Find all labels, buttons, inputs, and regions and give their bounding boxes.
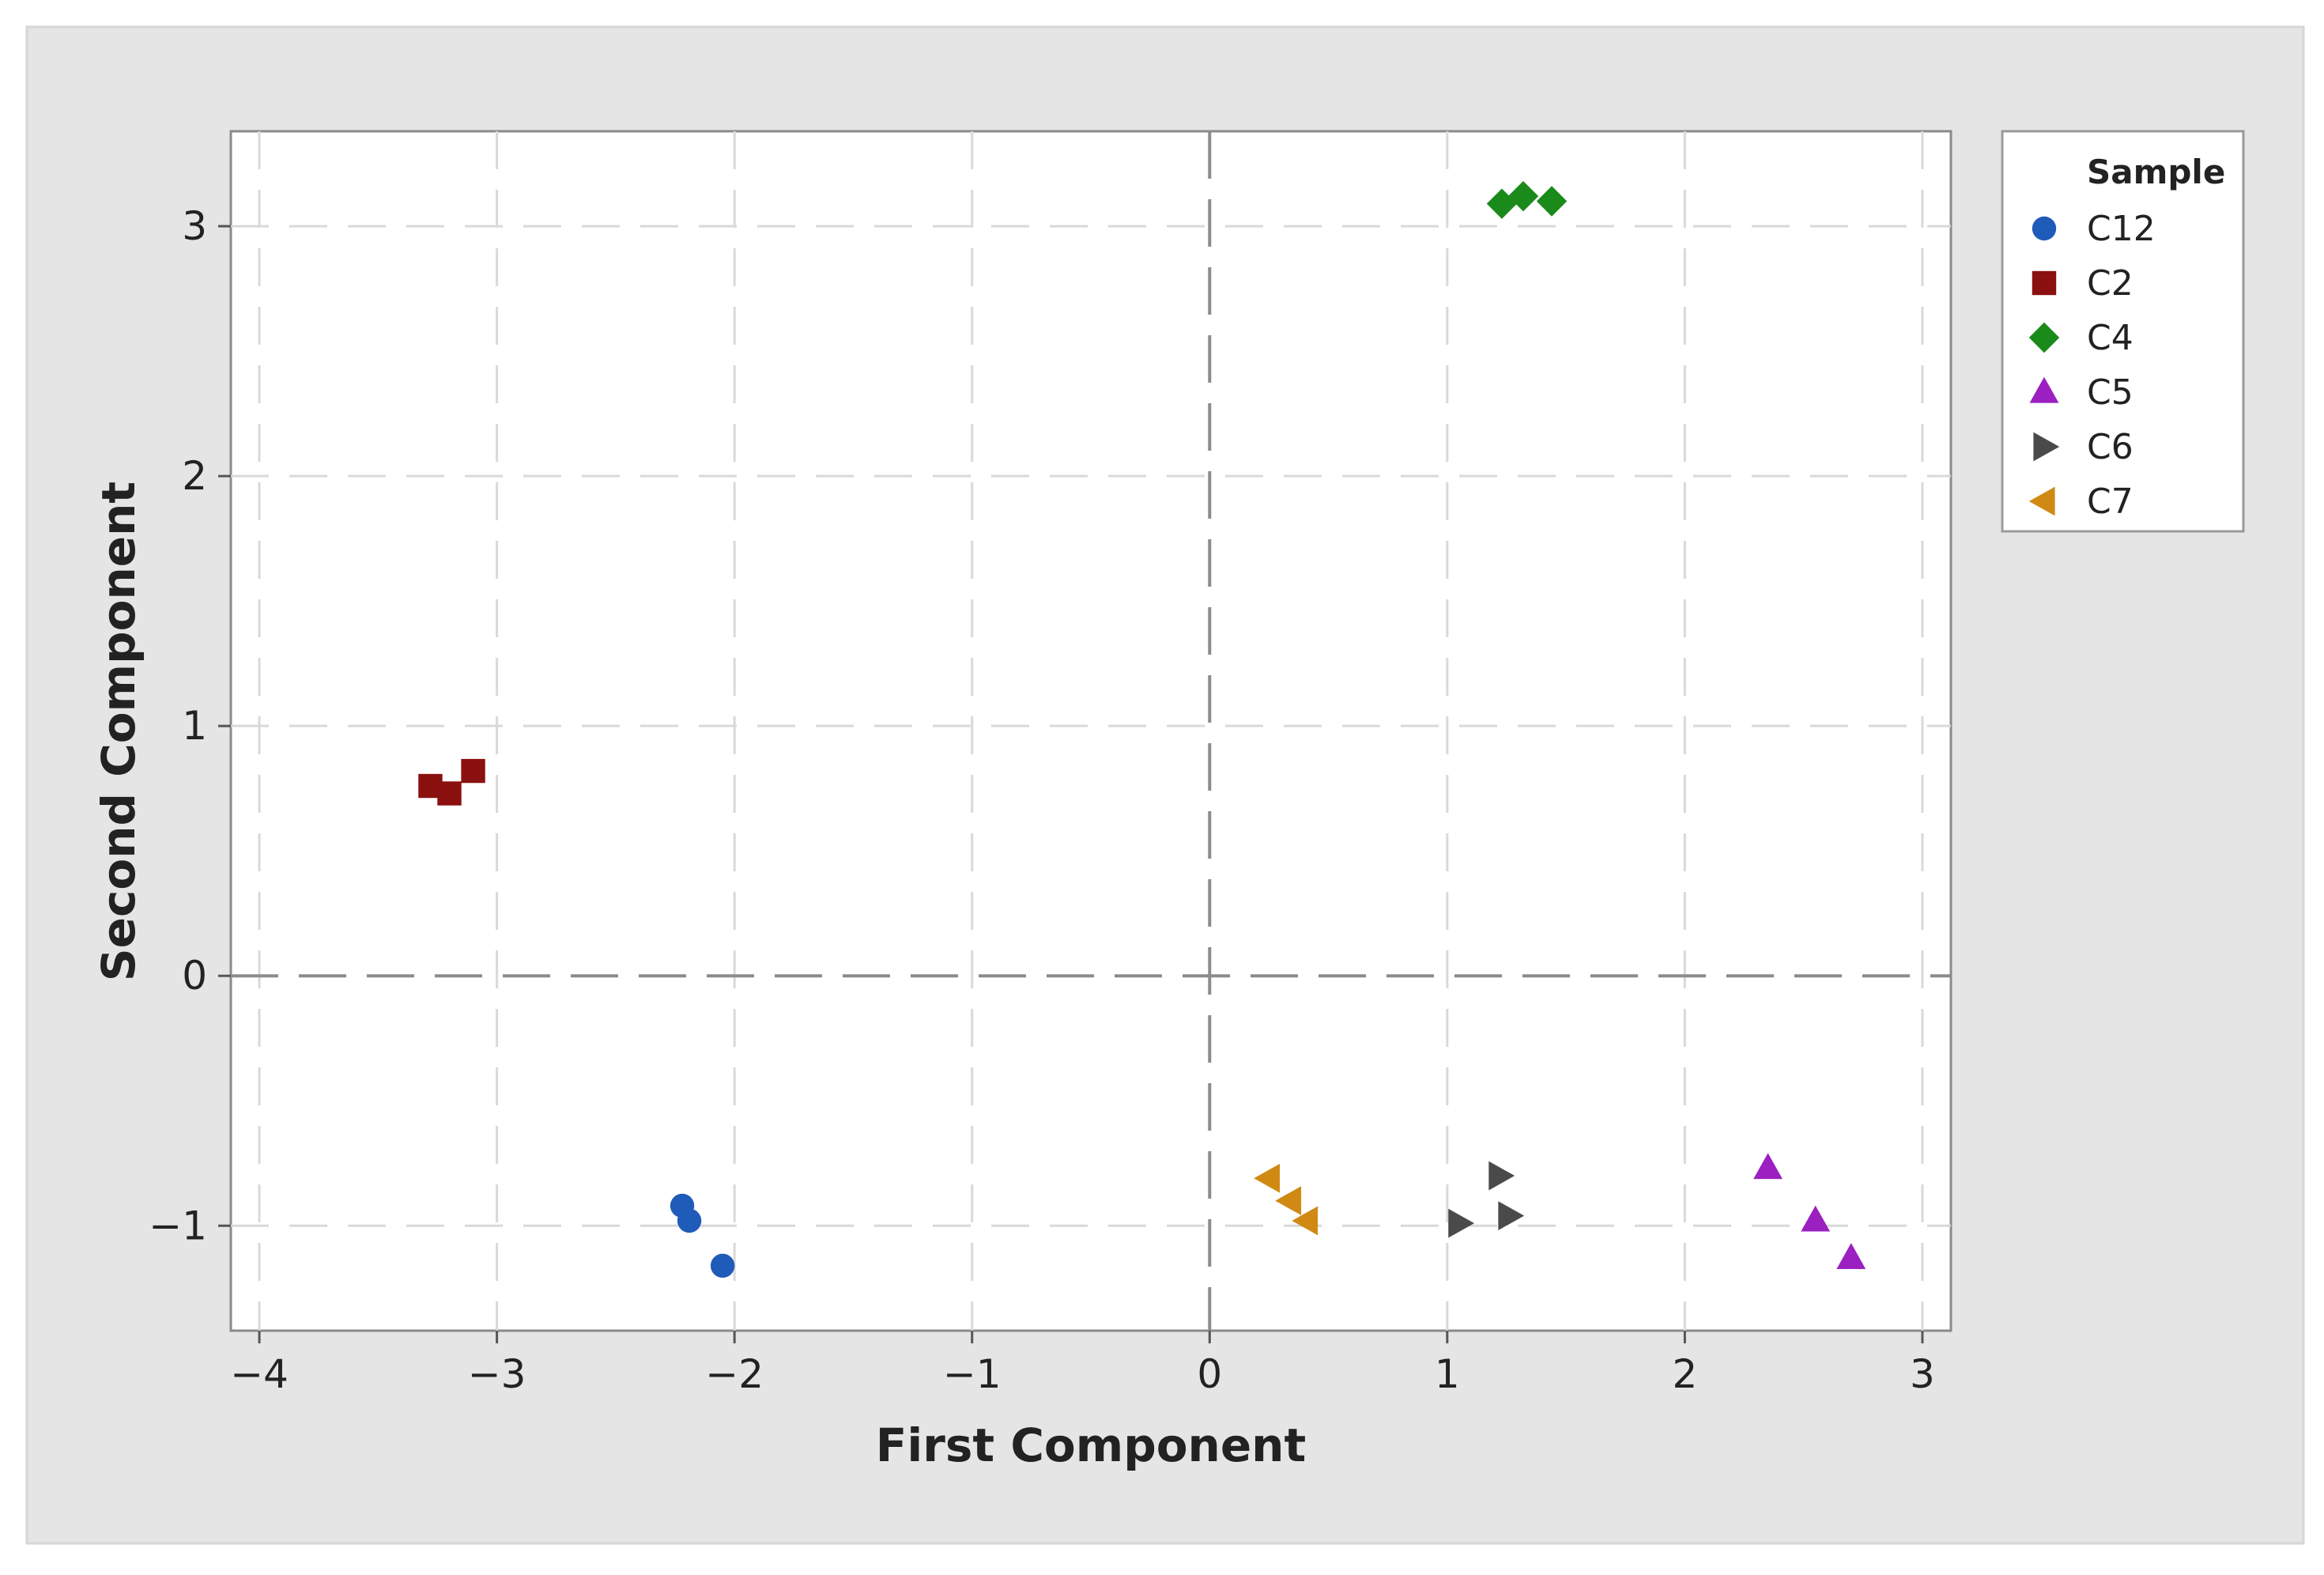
plot-area [229, 130, 1952, 1332]
legend-label-c12: C12 [2087, 209, 2156, 249]
y-tick-label: 2 [182, 453, 207, 499]
legend-marker-c2 [2032, 270, 2057, 296]
legend-items: C12 C2 C4 C5 C6 C7 [2028, 209, 2156, 522]
legend-marker-c12 [2032, 216, 2057, 241]
y-tick-label: 3 [182, 203, 207, 249]
point-c5 [1753, 1153, 1783, 1180]
point-c5 [1801, 1205, 1831, 1232]
x-tick-label: −2 [705, 1351, 764, 1397]
point-c7 [1275, 1186, 1302, 1216]
point-c2 [437, 781, 462, 806]
legend-marker-c7 [2028, 486, 2055, 516]
point-c7 [1254, 1163, 1281, 1193]
point-c6 [1488, 1161, 1515, 1191]
legend-label-c2: C2 [2087, 263, 2133, 304]
legend-marker-c5 [2029, 376, 2059, 403]
legend-label-c5: C5 [2087, 372, 2133, 413]
point-c12 [677, 1208, 702, 1233]
x-tick-label: 1 [1435, 1351, 1460, 1397]
legend-label-c7: C7 [2087, 482, 2133, 522]
x-tick-label: −3 [468, 1351, 526, 1397]
legend-title: Sample [2087, 153, 2225, 191]
reference-lines [231, 131, 1951, 1331]
y-axis-label: Second Component [92, 482, 145, 981]
point-c4 [1536, 186, 1568, 217]
point-c12 [710, 1253, 735, 1279]
grid-lines [231, 131, 1951, 1331]
legend: Sample C12 C2 C4 C5 C6 C7 [2001, 130, 2245, 533]
x-tick-label: 0 [1197, 1351, 1222, 1397]
data-points [418, 180, 1866, 1279]
x-tick-label: −4 [230, 1351, 289, 1397]
x-tick-label: 2 [1672, 1351, 1697, 1397]
point-c7 [1292, 1206, 1319, 1236]
y-tick-label: 1 [182, 703, 207, 749]
axes: −4 −3 −2 −1 0 1 2 3 −1 0 1 2 3 [149, 203, 1935, 1397]
y-tick-label: 0 [182, 953, 207, 999]
point-c6 [1498, 1201, 1525, 1231]
legend-marker-c4 [2028, 322, 2060, 353]
legend-label-c4: C4 [2087, 318, 2133, 358]
y-tick-label: −1 [149, 1203, 207, 1248]
point-c6 [1448, 1208, 1475, 1238]
x-tick-label: 3 [1910, 1351, 1935, 1397]
point-c4 [1507, 180, 1539, 212]
x-axis-label: First Component [876, 1418, 1306, 1472]
legend-marker-c6 [2033, 432, 2060, 462]
point-c5 [1836, 1243, 1866, 1269]
legend-label-c6: C6 [2087, 427, 2133, 467]
point-c2 [461, 758, 485, 784]
x-tick-label: −1 [943, 1351, 1002, 1397]
